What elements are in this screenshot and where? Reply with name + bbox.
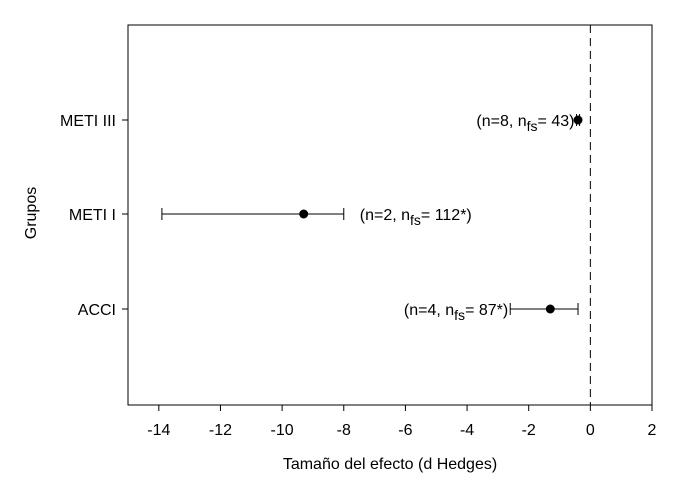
x-tick-label: 2 <box>648 422 657 439</box>
plot-frame <box>127 24 653 406</box>
y-tick-label: METI I <box>69 207 116 224</box>
x-tick-label: -8 <box>337 422 351 439</box>
x-tick-label: -4 <box>460 422 474 439</box>
x-tick-label: -2 <box>522 422 536 439</box>
x-tick-label: -12 <box>209 422 232 439</box>
data-annotation: (n=8, nfs= 43) <box>476 113 574 134</box>
point-estimate <box>299 209 309 219</box>
data-annotation: (n=2, nfs= 112*) <box>360 207 472 228</box>
point-estimate <box>545 304 555 314</box>
y-axis-label: Grupos <box>23 187 40 239</box>
point-estimate <box>573 115 583 125</box>
x-tick-label: -10 <box>271 422 294 439</box>
x-axis-label: Tamaño del efecto (d Hedges) <box>283 456 497 473</box>
x-tick-label: -14 <box>147 422 170 439</box>
x-tick-label: 0 <box>586 422 595 439</box>
y-tick-label: METI III <box>60 113 116 130</box>
y-tick-label: ACCI <box>78 302 116 319</box>
x-tick-label: -6 <box>398 422 412 439</box>
data-annotation: (n=4, nfs= 87*) <box>404 302 508 323</box>
